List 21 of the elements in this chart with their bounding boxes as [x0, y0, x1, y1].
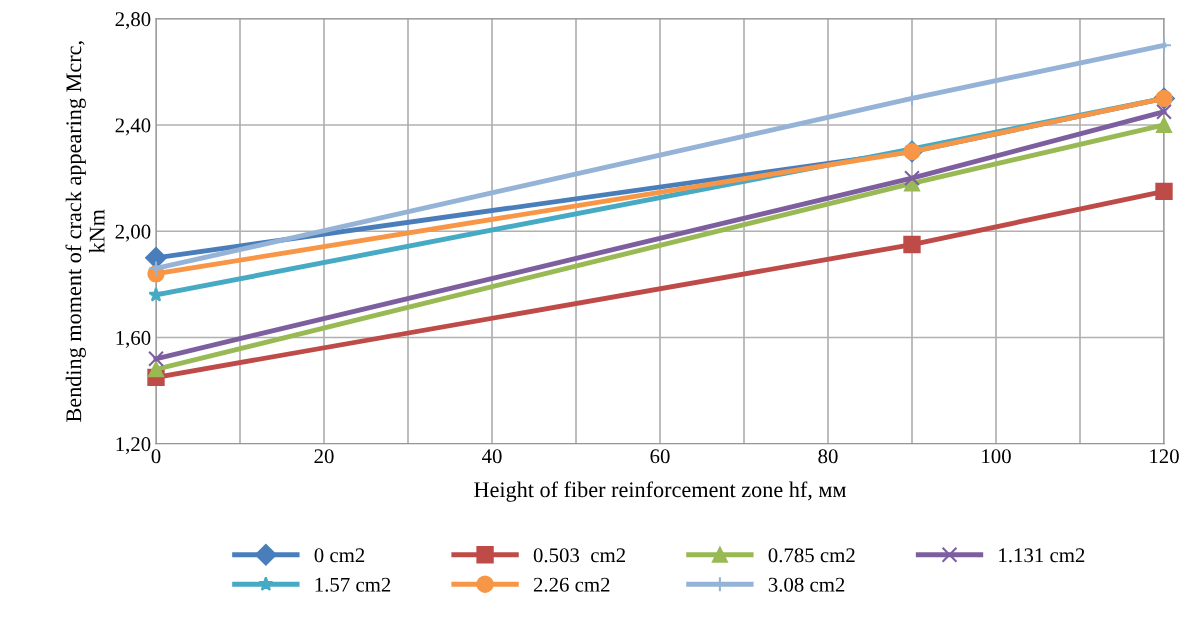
y-tick-label: 2,40: [115, 118, 151, 136]
legend-label: 0.785 cm2: [768, 548, 855, 563]
y-tick-label: 2,80: [115, 12, 151, 30]
legend-label: 1.57 cm2: [315, 577, 391, 592]
x-tick-label: 40: [481, 449, 502, 464]
x-tick-label: 20: [314, 449, 334, 464]
legend-label: 0 cm2: [314, 548, 365, 563]
x-tick-label: 120: [1150, 449, 1179, 464]
x-tick-label: 100: [982, 449, 1011, 464]
x-tick-label: 0: [151, 449, 161, 464]
x-axis-title: Height of fiber reinforcement zone hf, мм: [474, 481, 846, 502]
y-tick-label: 2,00: [115, 224, 151, 242]
y-tick-label: 1,20: [116, 437, 151, 455]
y-tick-label: 1,60: [116, 330, 151, 348]
legend-label: 1.131 cm2: [999, 548, 1085, 563]
legend-label: 2.26 cm2: [533, 577, 610, 592]
legend-label: 0.503 cm2: [533, 548, 625, 563]
legend-label: 3.08 cm2: [768, 577, 845, 592]
y-axis-title: Bending moment of crack appearing Mcrc, kNm: [65, 41, 105, 422]
x-tick-label: 80: [818, 449, 838, 464]
x-tick-label: 60: [650, 449, 670, 464]
